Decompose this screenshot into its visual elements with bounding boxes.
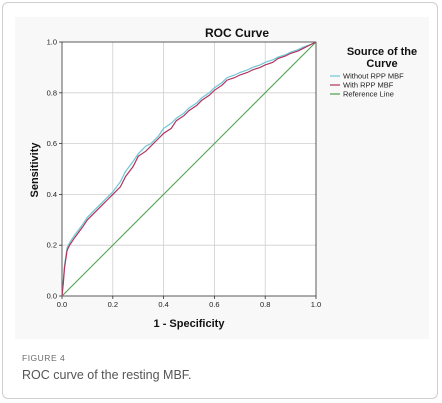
- series-line-with-rpp-mbf: [61, 41, 317, 297]
- figure-label: FIGURE 4: [22, 353, 66, 363]
- y-tick-label: 0.4: [47, 190, 57, 199]
- legend-label: Reference Line: [343, 90, 394, 99]
- x-tick-label: 0.4: [158, 300, 168, 309]
- x-tick-label: 0.6: [209, 300, 219, 309]
- y-tick-label: 0.8: [47, 88, 57, 97]
- x-tick-label: 0.2: [108, 300, 118, 309]
- legend-label: With RPP MBF: [343, 81, 394, 90]
- x-tick-label: 1.0: [311, 300, 321, 309]
- chart-title: ROC Curve: [205, 26, 269, 40]
- x-tick-label: 0.8: [260, 300, 270, 309]
- series-layer: [61, 41, 317, 297]
- y-tick-label: 0.0: [47, 292, 57, 301]
- legend-title-line2: Curve: [366, 58, 397, 70]
- legend: Source of the Curve Without RPP MBFWith …: [330, 46, 417, 99]
- x-axis-label: 1 - Specificity: [154, 318, 226, 330]
- y-tick-label: 0.2: [47, 241, 57, 250]
- series-line-without-rpp-mbf: [61, 41, 317, 297]
- plot-frame: [61, 41, 317, 297]
- legend-title-line1: Source of the: [347, 46, 417, 58]
- series-line-reference-line: [61, 41, 317, 297]
- legend-label: Without RPP MBF: [343, 72, 404, 81]
- y-axis-label: Sensitivity: [29, 142, 41, 198]
- figure-caption: ROC curve of the resting MBF.: [22, 368, 192, 382]
- y-tick-label: 0.6: [47, 139, 57, 148]
- x-tick-label: 0.0: [57, 300, 67, 309]
- y-tick-label: 1.0: [47, 38, 57, 47]
- axes-layer: 0.0 0.2 0.4 0.6 0.8 1.0 0.0 0.2 0.4 0.6 0.8 1.0: [47, 38, 322, 310]
